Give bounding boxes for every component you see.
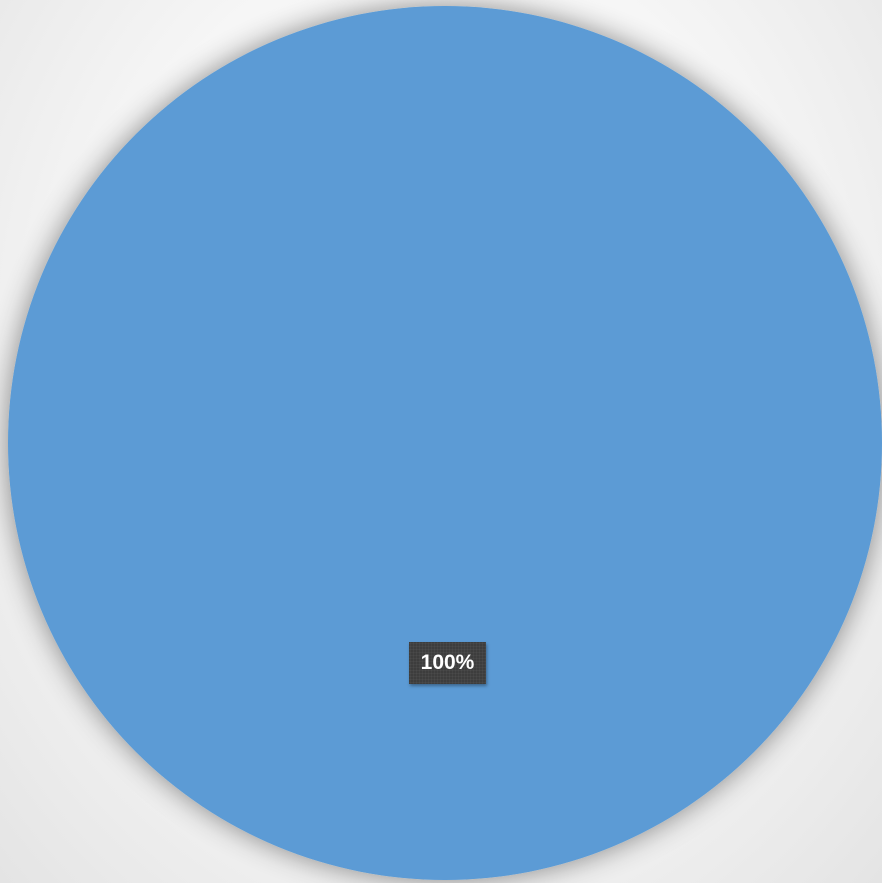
pie-slice [8, 6, 882, 880]
pie-slices [8, 6, 882, 880]
slice-data-label: 100% [409, 642, 486, 684]
